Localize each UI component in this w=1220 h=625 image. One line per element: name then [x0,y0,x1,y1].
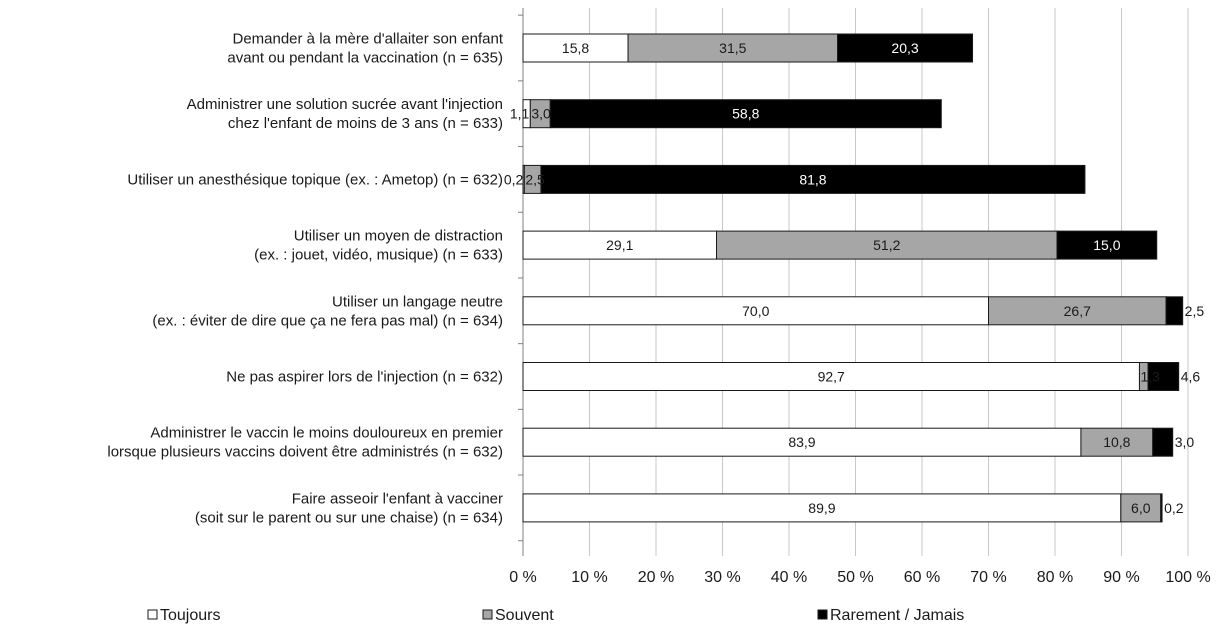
bar-rarement-jamais [1160,493,1163,523]
category-label: Utiliser un moyen de distraction [294,228,503,245]
value-label: 1,3 [1140,369,1160,385]
value-label: 15,0 [1093,237,1120,253]
bars [522,33,1184,523]
bar-souvent [627,33,839,63]
category-labels: Demander à la mère d'allaiter son enfant… [107,31,503,527]
x-tick-label: 30 % [704,569,740,586]
bar-rarement-jamais [1147,362,1180,391]
value-label: 89,9 [808,500,835,516]
value-label: 2,5 [1185,303,1205,319]
bar-rarement-jamais [1165,296,1184,326]
x-tick-label: 40 % [771,569,807,586]
bar-toujours [522,230,718,260]
bar-rarement-jamais [837,33,974,63]
legend-label: Rarement / Jamais [830,607,964,624]
value-label: 81,8 [799,171,826,187]
value-label: 70,0 [742,303,769,319]
x-tick-label: 100 % [1165,569,1210,586]
category-label: (ex. : éviter de dire que ça ne fera pas… [152,312,503,329]
bar-souvent [988,296,1167,326]
value-label: 6,0 [1131,500,1151,516]
bar-toujours [522,493,1122,523]
x-tick-label: 0 % [509,569,537,586]
bar-toujours [522,296,989,326]
bar-rarement-jamais [549,99,942,129]
x-tick-label: 90 % [1103,569,1139,586]
x-tick-label: 10 % [571,569,607,586]
bar-toujours [522,362,1140,391]
legend-label: Toujours [160,607,220,624]
x-tick-label: 50 % [837,569,873,586]
value-label: 3,0 [531,106,551,122]
x-axis-ticks: 0 % 10 % 20 % 30 % 40 % 50 % 60 % 70 % 80 % 90 % 1… [509,569,1210,586]
value-label: 0,2 [504,171,524,187]
x-tick-label: 80 % [1037,569,1073,586]
bar-rarement-jamais [540,164,1086,194]
value-label: 3,0 [1175,434,1195,450]
value-label: 83,9 [788,434,815,450]
bar-toujours [522,427,1082,457]
value-label: 4,6 [1181,369,1201,385]
value-label: 15,8 [562,40,589,56]
category-label: Ne pas aspirer lors de l'injection (n = … [226,369,503,386]
value-label: 92,7 [818,369,845,385]
category-label: Administrer une solution sucrée avant l'… [187,96,503,113]
category-label: (ex. : jouet, vidéo, musique) (n = 633) [254,247,503,264]
legend-swatch [817,609,828,620]
gridlines [518,8,1189,556]
value-label: 1,1 [510,106,530,122]
legend-label: Souvent [495,607,554,624]
value-label: 20,3 [891,40,918,56]
x-tick-label: 60 % [904,569,940,586]
bar-souvent [1080,427,1154,457]
bar-souvent [716,230,1058,260]
legend-swatch [482,609,493,620]
bar-souvent [1120,493,1162,523]
value-label: 26,7 [1064,303,1091,319]
value-label: 29,1 [606,237,633,253]
x-tick-label: 20 % [638,569,674,586]
category-label: Utiliser un langage neutre [332,293,503,310]
category-label: Faire asseoir l'enfant à vacciner [292,490,503,507]
value-label: 58,8 [732,106,759,122]
x-tick-label: 70 % [970,569,1006,586]
value-label: 0,2 [1164,500,1184,516]
bar-toujours [522,33,629,63]
category-label: Demander à la mère d'allaiter son enfant [232,31,503,48]
legend-swatch [147,609,158,620]
value-label: 31,5 [719,40,746,56]
category-label: Administrer le vaccin le moins douloureu… [150,425,503,442]
category-label: avant ou pendant la vaccination (n = 635… [227,50,503,67]
value-label: 51,2 [873,237,900,253]
category-label: lorsque plusieurs vaccins doivent être a… [107,444,503,461]
category-label: chez l'enfant de moins de 3 ans (n = 633… [228,115,503,132]
value-labels: 15,8 31,5 20,31,1 3,0 58,80,2 2,5 81,829,1 51,2… [504,40,1204,516]
value-label: 10,8 [1103,434,1130,450]
bar-rarement-jamais [1152,427,1174,457]
bar-rarement-jamais [1056,230,1158,260]
value-label: 2,5 [525,171,545,187]
category-label: Utiliser un anesthésique topique (ex. : … [127,171,503,188]
category-label: (soit sur le parent ou sur une chaise) (… [195,509,503,526]
legend: Toujours Souvent Rarement / Jamais [147,607,964,624]
